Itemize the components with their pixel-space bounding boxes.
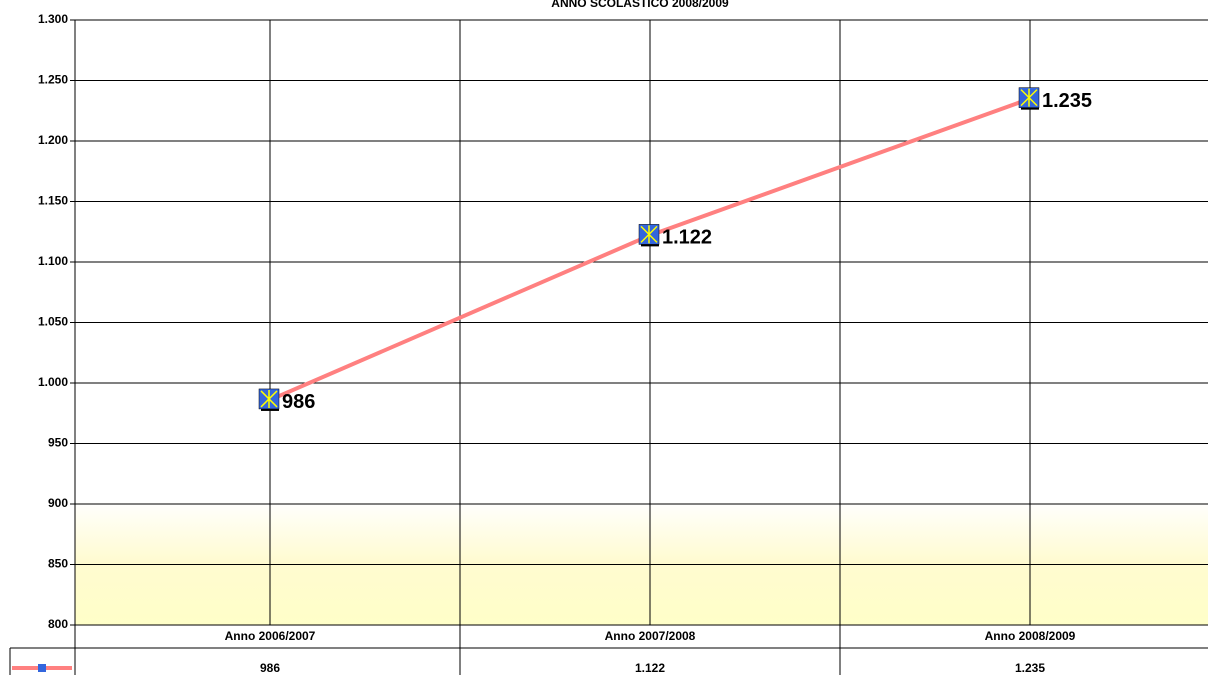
legend-key-marker xyxy=(38,664,46,672)
point-marker-cross xyxy=(640,225,658,244)
y-tick-label: 850 xyxy=(48,557,68,571)
point-marker-cross xyxy=(1020,88,1038,107)
x-tick-label: Anno 2006/2007 xyxy=(225,629,316,643)
table-value: 986 xyxy=(260,661,280,675)
y-tick-label: 1.250 xyxy=(38,73,68,87)
data-label: 1.122 xyxy=(662,227,712,249)
x-tick-label: Anno 2008/2009 xyxy=(985,629,1076,643)
y-tick-label: 1.100 xyxy=(38,254,68,268)
point-marker-cross xyxy=(260,389,278,408)
y-tick-label: 1.050 xyxy=(38,315,68,329)
y-tick-label: 1.300 xyxy=(38,12,68,26)
plot-background xyxy=(75,500,1208,625)
y-tick-label: 950 xyxy=(48,436,68,450)
y-tick-label: 1.000 xyxy=(38,375,68,389)
y-tick-label: 1.200 xyxy=(38,133,68,147)
y-tick-label: 1.150 xyxy=(38,194,68,208)
data-label: 986 xyxy=(282,391,315,413)
table-value: 1.235 xyxy=(1015,661,1045,675)
table-value: 1.122 xyxy=(635,661,665,675)
x-tick-label: Anno 2007/2008 xyxy=(605,629,696,643)
y-tick-label: 900 xyxy=(48,496,68,510)
chart-title: ANNO SCOLASTICO 2008/2009 xyxy=(551,0,729,10)
data-label: 1.235 xyxy=(1042,90,1092,112)
y-tick-label: 800 xyxy=(48,617,68,631)
